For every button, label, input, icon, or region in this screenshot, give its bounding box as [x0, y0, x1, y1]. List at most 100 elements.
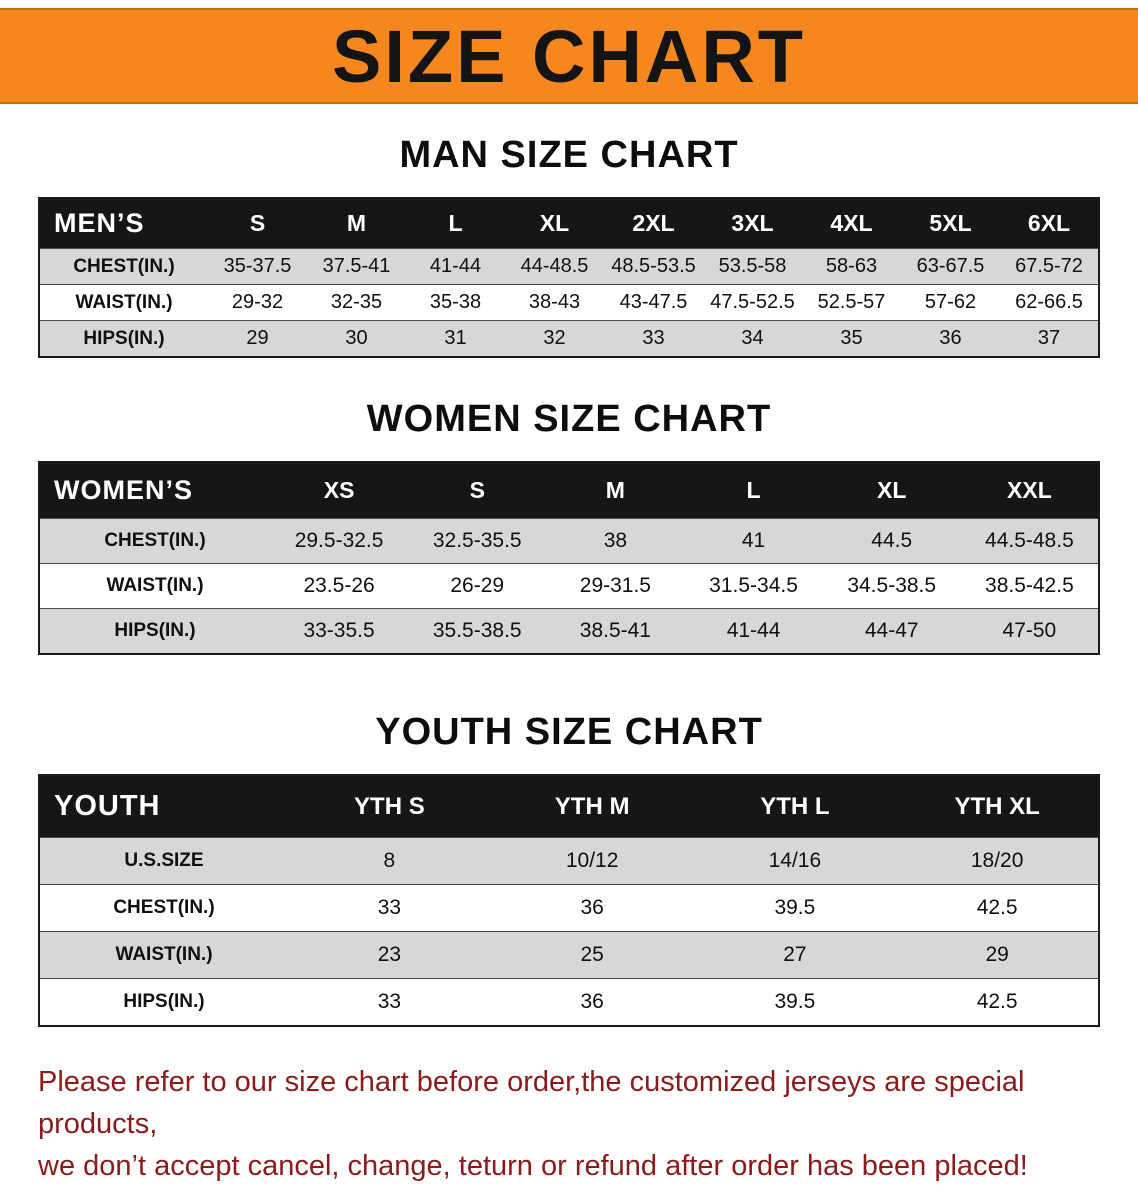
value-cell: 35: [802, 320, 901, 357]
value-cell: 35.5-38.5: [408, 608, 547, 654]
value-cell: 29.5-32.5: [270, 518, 409, 564]
footer-disclaimer: Please refer to our size chart before or…: [0, 1061, 1138, 1187]
value-cell: 23: [288, 931, 491, 979]
value-cell: 31.5-34.5: [684, 563, 823, 609]
value-cell: 62-66.5: [1000, 284, 1099, 321]
women-size-table: WOMEN’S XS S M L XL XXL CHEST(IN.) 29.5-32.5 32.5…: [38, 461, 1100, 655]
size-column-header: 2XL: [604, 198, 703, 249]
value-cell: 44-48.5: [505, 248, 604, 285]
size-column-header: 3XL: [703, 198, 802, 249]
table-row: CHEST(IN.) 35-37.5 37.5-41 41-44 44-48.5 48.5…: [39, 248, 1099, 285]
size-column-header: XXL: [960, 462, 1099, 519]
value-cell: 41: [684, 518, 823, 564]
value-cell: 48.5-53.5: [604, 248, 703, 285]
value-cell: 47-50: [960, 608, 1099, 654]
women-section-heading: WOMEN SIZE CHART: [366, 398, 772, 440]
size-column-header: XL: [505, 198, 604, 249]
value-cell: 29: [208, 320, 307, 357]
table-row: WAIST(IN.) 29-32 32-35 35-38 38-43 43-47.5 47.…: [39, 284, 1099, 321]
value-cell: 53.5-58: [703, 248, 802, 285]
size-column-header: YTH XL: [896, 775, 1099, 838]
men-section-heading: MAN SIZE CHART: [399, 134, 739, 176]
row-label: CHEST(IN.): [39, 884, 288, 932]
value-cell: 52.5-57: [802, 284, 901, 321]
table-corner-label: YOUTH: [39, 775, 288, 838]
value-cell: 37.5-41: [307, 248, 406, 285]
value-cell: 39.5: [693, 978, 897, 1026]
youth-size-table: YOUTH YTH S YTH M YTH L YTH XL U.S.SIZE 8 10/12…: [38, 774, 1100, 1027]
value-cell: 18/20: [896, 837, 1099, 885]
table-header-row: WOMEN’S XS S M L XL XXL: [39, 462, 1099, 519]
value-cell: 23.5-26: [270, 563, 409, 609]
value-cell: 42.5: [896, 978, 1099, 1026]
youth-section-heading: YOUTH SIZE CHART: [375, 711, 763, 753]
value-cell: 32: [505, 320, 604, 357]
footer-note-line1: Please refer to our size chart before or…: [38, 1066, 1025, 1141]
size-column-header: S: [208, 198, 307, 249]
value-cell: 36: [490, 978, 694, 1026]
table-row: CHEST(IN.) 29.5-32.5 32.5-35.5 38 41 44.5 44.5…: [39, 518, 1099, 564]
value-cell: 31: [406, 320, 505, 357]
table-row: CHEST(IN.) 33 36 39.5 42.5: [39, 884, 1099, 932]
row-label: U.S.SIZE: [39, 837, 288, 885]
size-chart-banner: SIZE CHART: [0, 8, 1138, 104]
row-label: CHEST(IN.): [39, 518, 270, 564]
value-cell: 38.5-41: [546, 608, 685, 654]
value-cell: 36: [901, 320, 1000, 357]
row-label: WAIST(IN.): [39, 931, 288, 979]
value-cell: 29: [896, 931, 1099, 979]
value-cell: 33: [604, 320, 703, 357]
value-cell: 41-44: [684, 608, 823, 654]
value-cell: 38: [546, 518, 685, 564]
value-cell: 41-44: [406, 248, 505, 285]
value-cell: 57-62: [901, 284, 1000, 321]
value-cell: 44-47: [822, 608, 961, 654]
table-row: HIPS(IN.) 33 36 39.5 42.5: [39, 978, 1099, 1026]
value-cell: 34: [703, 320, 802, 357]
row-label: HIPS(IN.): [39, 978, 288, 1026]
value-cell: 44.5: [822, 518, 961, 564]
footer-note-line2: we don’t accept cancel, change, teturn o…: [38, 1150, 1028, 1183]
size-column-header: YTH S: [288, 775, 491, 838]
size-column-header: YTH M: [490, 775, 694, 838]
value-cell: 58-63: [802, 248, 901, 285]
value-cell: 30: [307, 320, 406, 357]
value-cell: 32-35: [307, 284, 406, 321]
size-column-header: 5XL: [901, 198, 1000, 249]
value-cell: 38-43: [505, 284, 604, 321]
table-row: WAIST(IN.) 23.5-26 26-29 29-31.5 31.5-34.5 34…: [39, 563, 1099, 609]
table-row: HIPS(IN.) 29 30 31 32 33 34 35 36 37: [39, 320, 1099, 357]
value-cell: 14/16: [693, 837, 897, 885]
value-cell: 25: [490, 931, 694, 979]
value-cell: 27: [693, 931, 897, 979]
value-cell: 37: [1000, 320, 1099, 357]
value-cell: 35-38: [406, 284, 505, 321]
value-cell: 36: [490, 884, 694, 932]
men-size-table: MEN’S S M L XL 2XL 3XL 4XL 5XL 6XL CHEST(IN.) 35-37…: [38, 197, 1100, 358]
row-label: WAIST(IN.): [39, 563, 270, 609]
value-cell: 42.5: [896, 884, 1099, 932]
size-column-header: M: [307, 198, 406, 249]
size-column-header: L: [684, 462, 823, 519]
value-cell: 47.5-52.5: [703, 284, 802, 321]
table-row: U.S.SIZE 8 10/12 14/16 18/20: [39, 837, 1099, 885]
table-corner-label: MEN’S: [39, 198, 208, 249]
value-cell: 8: [288, 837, 491, 885]
table-header-row: MEN’S S M L XL 2XL 3XL 4XL 5XL 6XL: [39, 198, 1099, 249]
value-cell: 33: [288, 978, 491, 1026]
table-row: HIPS(IN.) 33-35.5 35.5-38.5 38.5-41 41-44 44-…: [39, 608, 1099, 654]
value-cell: 67.5-72: [1000, 248, 1099, 285]
row-label: HIPS(IN.): [39, 320, 208, 357]
value-cell: 35-37.5: [208, 248, 307, 285]
size-column-header: XS: [270, 462, 409, 519]
page-title: SIZE CHART: [332, 14, 806, 98]
value-cell: 33-35.5: [270, 608, 409, 654]
value-cell: 38.5-42.5: [960, 563, 1099, 609]
size-column-header: YTH L: [693, 775, 897, 838]
value-cell: 33: [288, 884, 491, 932]
row-label: HIPS(IN.): [39, 608, 270, 654]
table-header-row: YOUTH YTH S YTH M YTH L YTH XL: [39, 775, 1099, 838]
value-cell: 10/12: [490, 837, 694, 885]
size-column-header: 4XL: [802, 198, 901, 249]
table-corner-label: WOMEN’S: [39, 462, 270, 519]
